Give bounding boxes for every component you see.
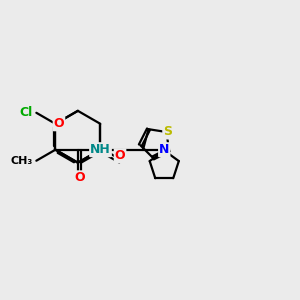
Text: NH: NH [90, 143, 111, 156]
Text: O: O [54, 117, 64, 130]
Text: O: O [115, 149, 125, 162]
Text: N: N [159, 143, 169, 156]
Text: Cl: Cl [20, 106, 33, 119]
Text: S: S [163, 125, 172, 139]
Text: CH₃: CH₃ [11, 156, 33, 166]
Text: O: O [74, 171, 85, 184]
